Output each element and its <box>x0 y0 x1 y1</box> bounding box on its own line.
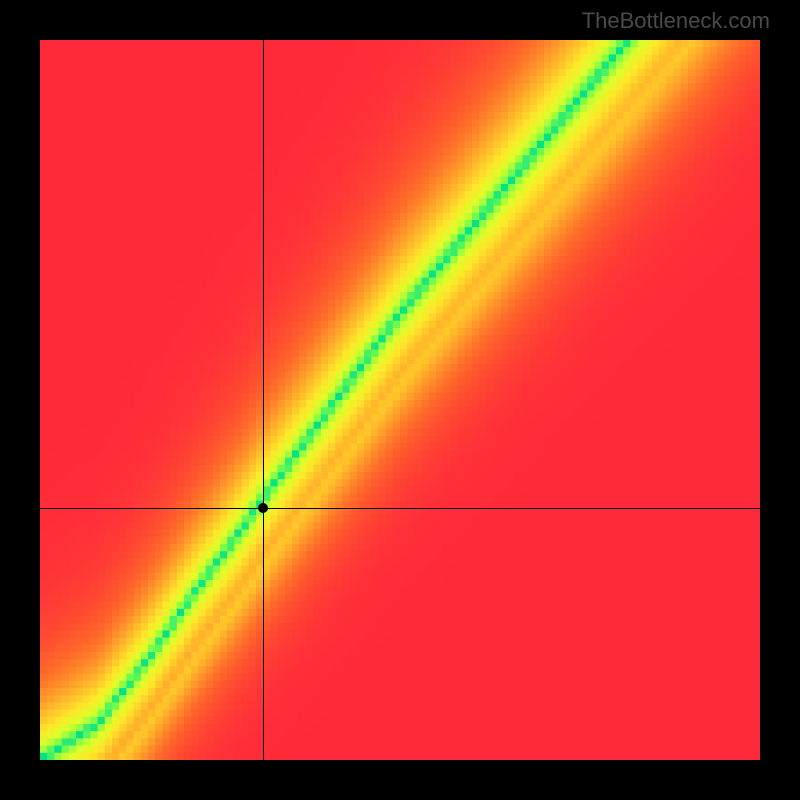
watermark-text: TheBottleneck.com <box>582 8 770 34</box>
plot-area <box>40 40 760 760</box>
heatmap-canvas <box>40 40 760 760</box>
crosshair-marker <box>258 503 268 513</box>
crosshair-vertical <box>263 40 264 760</box>
crosshair-horizontal <box>40 508 760 509</box>
